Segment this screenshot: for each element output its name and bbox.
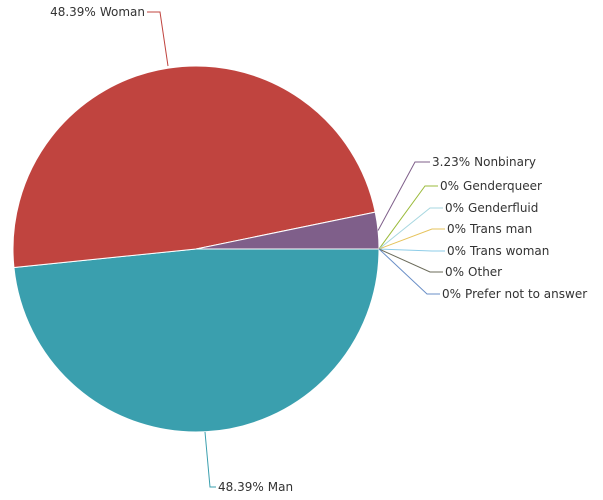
- value-label: 0%: [445, 201, 464, 215]
- value-label: 0%: [440, 179, 459, 193]
- value-label: 0%: [447, 222, 466, 236]
- category-label: Genderqueer: [463, 179, 542, 193]
- leader-line: [377, 161, 430, 231]
- category-label: Nonbinary: [474, 155, 536, 169]
- category-label: Man: [268, 480, 293, 494]
- leader-line: [378, 248, 443, 273]
- value-label: 0%: [442, 287, 461, 301]
- value-label: 48.39%: [50, 5, 96, 19]
- leader-line: [378, 248, 445, 252]
- category-label: Trans woman: [469, 244, 549, 258]
- slice-label: 0% Genderfluid: [445, 201, 538, 215]
- leader-line: [378, 207, 443, 250]
- category-label: Trans man: [469, 222, 532, 236]
- category-label: Other: [468, 265, 502, 279]
- value-label: 0%: [445, 265, 464, 279]
- leader-line: [147, 11, 169, 67]
- pie-slice: [12, 65, 376, 269]
- leader-line: [204, 431, 216, 488]
- slice-label: 0% Trans woman: [447, 244, 549, 258]
- leader-line: [378, 185, 438, 250]
- slice-label: 0% Other: [445, 265, 502, 279]
- pie-slice: [13, 248, 380, 433]
- leader-line: [378, 228, 445, 250]
- slice-label: 48.39% Man: [218, 480, 293, 494]
- category-label: Woman: [100, 5, 145, 19]
- category-label: Genderfluid: [468, 201, 538, 215]
- leader-line: [378, 248, 440, 295]
- slice-label: 3.23% Nonbinary: [432, 155, 536, 169]
- slice-label: 0% Prefer not to answer: [442, 287, 587, 301]
- category-label: Prefer not to answer: [465, 287, 587, 301]
- slice-label: 0% Trans man: [447, 222, 532, 236]
- slice-label: 48.39% Woman: [50, 5, 145, 19]
- slice-label: 0% Genderqueer: [440, 179, 542, 193]
- value-label: 0%: [447, 244, 466, 258]
- value-label: 48.39%: [218, 480, 264, 494]
- value-label: 3.23%: [432, 155, 470, 169]
